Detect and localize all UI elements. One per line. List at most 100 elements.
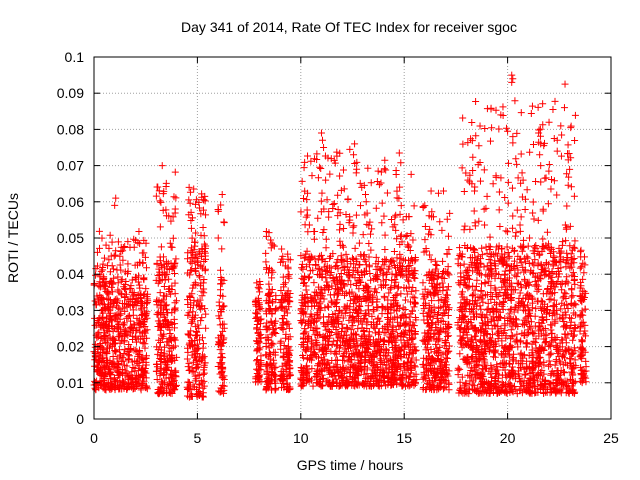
data-point bbox=[484, 384, 492, 392]
data-point bbox=[537, 303, 545, 311]
data-point bbox=[105, 280, 113, 288]
data-point bbox=[461, 312, 469, 320]
data-point bbox=[560, 317, 568, 325]
data-point bbox=[390, 248, 398, 256]
data-point bbox=[354, 341, 362, 349]
data-point bbox=[469, 167, 477, 175]
data-point bbox=[297, 264, 305, 272]
data-point bbox=[337, 365, 345, 373]
data-point bbox=[297, 252, 305, 260]
data-point bbox=[109, 288, 117, 296]
data-point bbox=[191, 264, 199, 272]
data-point bbox=[462, 169, 470, 177]
data-point bbox=[495, 314, 503, 322]
data-point bbox=[306, 267, 314, 275]
data-point bbox=[381, 323, 389, 331]
data-point bbox=[91, 362, 99, 370]
data-point bbox=[438, 311, 446, 319]
data-point bbox=[280, 367, 288, 375]
data-point bbox=[351, 160, 359, 168]
data-point bbox=[520, 377, 528, 385]
data-point bbox=[279, 319, 287, 327]
data-point bbox=[368, 292, 376, 300]
data-point bbox=[384, 373, 392, 381]
data-point bbox=[358, 183, 366, 191]
data-point bbox=[113, 364, 121, 372]
data-point bbox=[372, 364, 380, 372]
data-point bbox=[359, 379, 367, 387]
data-point bbox=[492, 369, 500, 377]
data-point bbox=[310, 279, 318, 287]
data-point bbox=[376, 355, 384, 363]
data-point bbox=[255, 285, 263, 293]
data-point bbox=[170, 386, 178, 394]
data-point bbox=[297, 208, 305, 216]
data-point bbox=[196, 250, 204, 258]
data-point bbox=[107, 369, 115, 377]
data-point bbox=[481, 221, 489, 229]
data-point bbox=[540, 389, 548, 397]
data-point bbox=[352, 343, 360, 351]
data-point bbox=[423, 380, 431, 388]
data-point bbox=[152, 360, 160, 368]
data-point bbox=[563, 257, 571, 265]
data-point bbox=[278, 245, 286, 253]
data-point bbox=[110, 274, 118, 282]
data-point bbox=[299, 370, 307, 378]
data-point bbox=[494, 322, 502, 330]
data-point bbox=[272, 324, 280, 332]
data-point bbox=[429, 275, 437, 283]
data-point bbox=[498, 260, 506, 268]
data-point bbox=[545, 167, 553, 175]
data-point bbox=[200, 196, 208, 204]
data-point bbox=[567, 318, 575, 326]
data-point bbox=[419, 361, 427, 369]
data-point bbox=[189, 249, 197, 257]
data-point bbox=[311, 349, 319, 357]
data-point bbox=[439, 269, 447, 277]
data-point bbox=[467, 342, 475, 350]
data-point bbox=[158, 298, 166, 306]
data-point bbox=[160, 306, 168, 314]
data-point bbox=[135, 316, 143, 324]
data-point bbox=[96, 244, 104, 252]
data-point bbox=[255, 376, 263, 384]
data-point bbox=[196, 273, 204, 281]
data-point bbox=[277, 371, 285, 379]
data-point bbox=[356, 179, 364, 187]
data-point bbox=[369, 298, 377, 306]
data-point bbox=[217, 266, 225, 274]
data-point bbox=[524, 242, 532, 250]
data-point bbox=[282, 334, 290, 342]
data-point bbox=[526, 389, 534, 397]
data-point bbox=[563, 377, 571, 385]
data-point bbox=[528, 349, 536, 357]
data-point bbox=[478, 295, 486, 303]
data-point bbox=[485, 255, 493, 263]
data-point bbox=[346, 312, 354, 320]
data-point bbox=[262, 258, 270, 266]
data-point bbox=[524, 290, 532, 298]
data-point bbox=[217, 354, 225, 362]
data-point bbox=[152, 367, 160, 375]
data-point bbox=[381, 246, 389, 254]
data-point bbox=[263, 370, 271, 378]
data-point bbox=[172, 255, 180, 263]
data-point bbox=[141, 312, 149, 320]
data-point bbox=[562, 359, 570, 367]
data-point bbox=[539, 207, 547, 215]
data-point bbox=[129, 336, 136, 344]
data-point bbox=[279, 252, 287, 260]
data-point bbox=[483, 291, 491, 299]
data-point bbox=[192, 331, 200, 339]
data-point bbox=[524, 295, 532, 303]
data-point bbox=[504, 199, 512, 207]
data-point bbox=[443, 349, 451, 357]
data-point bbox=[301, 158, 309, 166]
data-point bbox=[519, 243, 527, 251]
data-point bbox=[387, 381, 395, 389]
data-point bbox=[267, 236, 275, 244]
data-point bbox=[124, 238, 132, 246]
data-point bbox=[545, 357, 553, 365]
data-point bbox=[271, 319, 279, 327]
